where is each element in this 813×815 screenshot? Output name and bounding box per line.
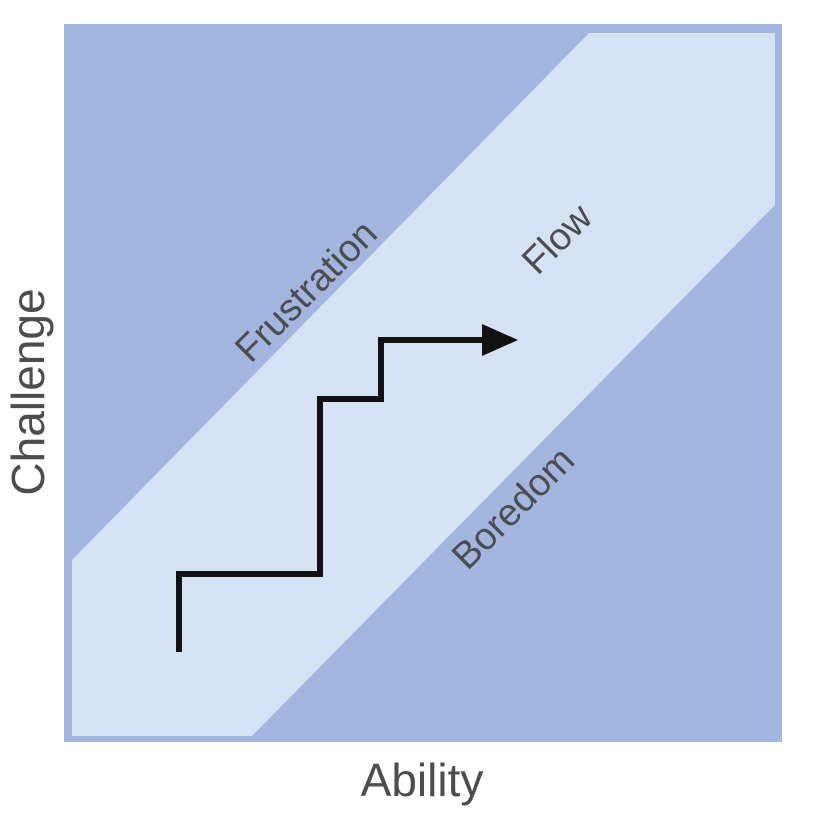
progress-path bbox=[176, 337, 486, 652]
x-axis-label: Ability bbox=[361, 754, 484, 806]
flow-channel bbox=[72, 33, 775, 736]
y-axis-label: Challenge bbox=[2, 288, 54, 495]
progress-arrowhead bbox=[482, 324, 518, 356]
